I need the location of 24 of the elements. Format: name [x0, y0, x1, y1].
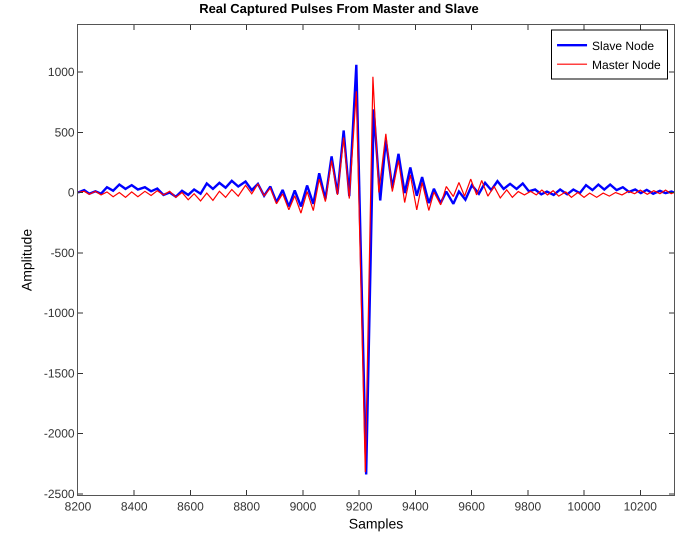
- legend-label: Master Node: [592, 58, 662, 72]
- y-tick-label: -1000: [44, 306, 75, 320]
- x-tick-label: 9200: [346, 499, 373, 514]
- x-tick-label: 8600: [177, 499, 204, 514]
- x-tick-label: 8400: [120, 499, 148, 514]
- y-tick-label: -2500: [44, 486, 75, 501]
- x-tick-label: 8800: [233, 499, 260, 514]
- legend-label: Slave Node: [592, 38, 654, 53]
- y-tick-label: -500: [50, 246, 75, 260]
- x-axis-title: Samples: [348, 516, 404, 532]
- chart-title: Real Captured Pulses From Master and Slave: [199, 0, 479, 16]
- x-tick-label: 9400: [402, 499, 430, 514]
- x-tick-label: 9800: [514, 499, 542, 514]
- x-tick-label: 10200: [624, 499, 658, 514]
- x-tick-label: 9600: [458, 499, 486, 514]
- x-tick-label: 8200: [64, 499, 92, 514]
- x-tick-label: 9000: [290, 499, 317, 514]
- x-tick-label: 10000: [567, 499, 602, 514]
- y-axis-title: Amplitude: [18, 228, 34, 292]
- y-tick-label: -2000: [44, 426, 75, 441]
- y-tick-label: 500: [54, 125, 75, 140]
- y-tick-label: 0: [68, 186, 75, 200]
- y-tick-label: -1500: [44, 366, 75, 380]
- y-tick-label: 1000: [48, 65, 75, 80]
